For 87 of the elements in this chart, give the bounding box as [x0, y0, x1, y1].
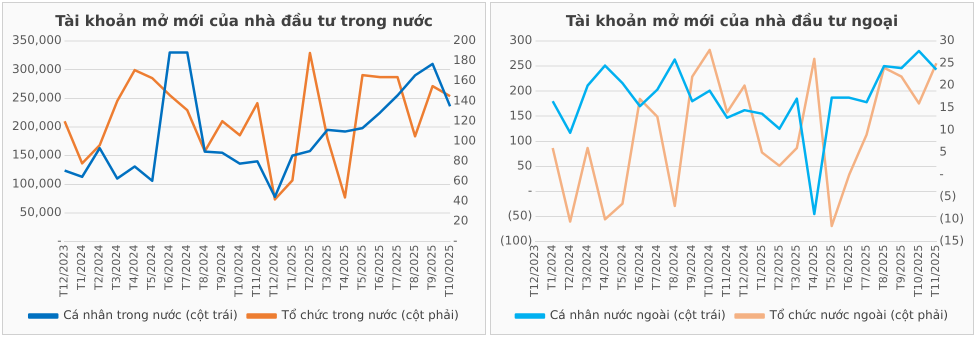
- legend-label: Cá nhân trong nước (cột trái): [63, 308, 238, 322]
- x-tick-label: T7/2024: [650, 244, 664, 292]
- y2-tick-label: (10): [939, 211, 964, 226]
- legend-label: Tổ chức trong nước (cột phải): [280, 308, 459, 322]
- y-tick-label: 100,000: [12, 176, 62, 190]
- x-tick-label: T11/2024: [250, 244, 264, 298]
- x-tick-label: T1/2025: [754, 244, 768, 292]
- y2-tick-label: 200: [453, 33, 476, 48]
- x-tick-label: T11/2024: [720, 244, 733, 298]
- y-tick-label: 150: [509, 108, 532, 122]
- x-tick-label: T8/2024: [668, 244, 681, 292]
- y2-tick-label: 60: [453, 174, 468, 188]
- y-tick-label: 50: [516, 158, 532, 172]
- chart-title: Tài khoản mở mới của nhà đầu tư ngoại: [566, 12, 898, 30]
- x-tick-label: T6/2025: [372, 244, 386, 292]
- x-tick-label: T5/2025: [355, 244, 368, 292]
- legend-label: Cá nhân nước ngoài (cột trái): [550, 308, 726, 322]
- x-tick-label: T12/2023: [57, 244, 70, 298]
- x-tick-label: T4/2024: [128, 244, 141, 292]
- chart-title: Tài khoản mở mới của nhà đầu tư trong nước: [55, 12, 433, 30]
- legend-label: Tổ chức nước ngoài (cột phải): [768, 308, 948, 322]
- x-tick-label: T9/2025: [894, 244, 908, 292]
- y-tick-label: 100: [509, 133, 532, 148]
- y2-tick-label: 20: [939, 78, 955, 92]
- y2-tick-label: -: [939, 166, 944, 181]
- x-tick-label: T6/2025: [842, 244, 856, 292]
- x-tick-label: T2/2025: [772, 244, 786, 292]
- y2-tick-label: 10: [939, 122, 955, 136]
- x-tick-label: T7/2025: [859, 244, 872, 292]
- x-tick-label: T1/2024: [546, 244, 559, 292]
- x-tick-label: T5/2024: [145, 244, 158, 292]
- x-tick-label: T12/2023: [528, 244, 542, 298]
- x-tick-label: T9/2025: [425, 244, 438, 292]
- x-tick-label: T4/2025: [338, 244, 351, 292]
- x-tick-label: T3/2025: [790, 244, 803, 292]
- x-tick-label: T9/2024: [685, 244, 698, 292]
- x-tick-label: T5/2024: [615, 244, 628, 292]
- x-tick-label: T8/2024: [198, 244, 211, 292]
- x-tick-label: T5/2025: [824, 244, 838, 292]
- y2-tick-label: 30: [939, 33, 955, 48]
- x-tick-label: T3/2025: [320, 244, 334, 292]
- x-tick-label: T2/2024: [92, 244, 106, 292]
- y2-tick-label: -: [453, 234, 458, 248]
- y2-tick-label: 100: [453, 133, 476, 148]
- x-tick-label: T10/2025: [912, 244, 925, 298]
- x-tick-label: T6/2024: [162, 244, 176, 292]
- y-tick-label: 250,000: [12, 90, 62, 104]
- y2-tick-label: 15: [939, 100, 955, 114]
- y-tick-label: 200: [509, 83, 532, 98]
- x-tick-label: T8/2025: [876, 244, 890, 292]
- y-tick-label: 350,000: [12, 33, 62, 48]
- x-tick-label: T1/2025: [285, 244, 298, 292]
- y2-tick-label: 25: [939, 55, 955, 70]
- y2-tick-label: 180: [453, 53, 476, 68]
- x-tick-label: T9/2024: [215, 244, 228, 292]
- y-tick-label: 300: [509, 33, 532, 48]
- x-tick-label: T6/2024: [632, 244, 646, 292]
- x-tick-label: T10/2025: [442, 244, 456, 298]
- y-tick-label: -: [528, 184, 532, 198]
- x-tick-label: T10/2024: [232, 244, 246, 298]
- y-tick-label: 200,000: [12, 119, 62, 134]
- x-tick-label: T3/2024: [580, 244, 594, 292]
- y2-tick-label: 5: [939, 144, 948, 159]
- y-tick-label: 300,000: [12, 62, 62, 76]
- y2-tick-label: 40: [453, 194, 468, 208]
- x-tick-label: T12/2024: [268, 244, 281, 298]
- y-tick-label: (50): [508, 208, 532, 223]
- y2-tick-label: 80: [453, 153, 468, 168]
- x-tick-label: T7/2025: [390, 244, 404, 292]
- x-tick-label: T4/2024: [598, 244, 611, 292]
- x-tick-label: T10/2024: [702, 244, 716, 298]
- y2-tick-label: (5): [939, 189, 956, 204]
- y-tick-label: 150,000: [12, 148, 62, 162]
- x-tick-label: T3/2024: [110, 244, 124, 292]
- y-tick-label: 50,000: [20, 205, 62, 220]
- x-tick-label: T7/2024: [180, 244, 194, 292]
- x-tick-label: T4/2025: [807, 244, 820, 292]
- y2-tick-label: 20: [453, 214, 468, 228]
- y2-tick-label: 120: [453, 113, 476, 128]
- y2-tick-label: 140: [453, 93, 476, 108]
- x-tick-label: T1/2024: [75, 244, 88, 292]
- x-tick-label: T8/2025: [408, 244, 421, 292]
- x-tick-label: T12/2024: [737, 244, 750, 298]
- y-tick-label: 250: [509, 58, 532, 72]
- x-tick-label: T2/2025: [302, 244, 316, 292]
- y2-tick-label: 160: [453, 73, 476, 88]
- x-tick-label: T2/2024: [563, 244, 576, 292]
